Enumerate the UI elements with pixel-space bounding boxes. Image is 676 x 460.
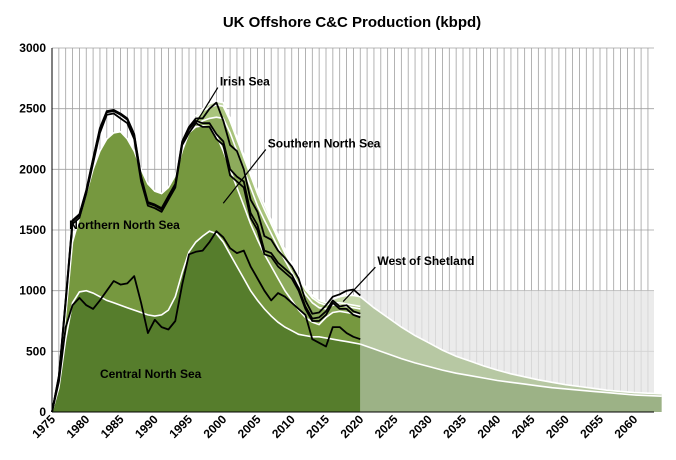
fit-line-forecast-central — [360, 343, 662, 397]
x-tick-label: 2000 — [201, 412, 230, 441]
y-tick-label: 2000 — [19, 162, 46, 176]
x-tick-label: 2035 — [440, 412, 469, 441]
y-tick-label: 3000 — [19, 41, 46, 55]
plot-area: 0 500 1000 1500 2000 2500 3000 1975 1980 1985 1990… — [19, 41, 662, 441]
area-southern-north-sea — [195, 117, 361, 325]
annotation-leader — [342, 266, 376, 302]
annotation-label: Central North Sea — [100, 367, 202, 381]
y-tick-label: 2500 — [19, 102, 46, 116]
x-tick-label: 1980 — [64, 412, 93, 441]
y-tick-label: 1500 — [19, 223, 46, 237]
chart-title: UK Offshore C&C Production (kbpd) — [223, 14, 481, 31]
x-tick-label: 2025 — [372, 412, 401, 441]
x-tick-label: 2030 — [406, 412, 435, 441]
fit-line-forecast-total — [359, 296, 662, 395]
x-tick-label: 2020 — [338, 412, 367, 441]
x-tick-label: 2050 — [543, 412, 572, 441]
x-tick-label: 2010 — [269, 412, 298, 441]
fit-line-west-of-shetland — [195, 100, 361, 304]
area-forecast-central — [360, 344, 662, 412]
actual-line-northern-north-sea — [51, 112, 361, 413]
x-tick-label: 1990 — [132, 412, 161, 441]
area-central-north-sea — [52, 231, 361, 412]
annotation-label: Northern North Sea — [69, 218, 180, 232]
y-tick-label: 1000 — [19, 284, 46, 298]
fit-line-central-north-sea — [51, 230, 361, 413]
x-tick-label: 2045 — [509, 412, 538, 441]
x-tick-label: 1995 — [166, 412, 195, 441]
annotation-leader — [222, 149, 267, 204]
annotation-label: Southern North Sea — [268, 136, 381, 150]
x-tick-label: 2060 — [612, 412, 641, 441]
x-tick-label: 1985 — [98, 412, 127, 441]
y-tick-label: 0 — [39, 405, 46, 419]
annotation-label: West of Shetland — [377, 254, 474, 268]
x-tick-label: 2005 — [235, 412, 264, 441]
actual-line-irish-sea — [51, 101, 361, 413]
y-tick-label: 500 — [26, 344, 46, 358]
annotation-leader — [195, 87, 219, 124]
annotation-label: Irish Sea — [220, 75, 270, 89]
x-tick-label: 2055 — [577, 412, 606, 441]
x-tick-label: 2040 — [475, 412, 504, 441]
x-tick-label: 1975 — [29, 412, 58, 441]
actual-line-central-north-sea — [51, 230, 361, 413]
x-tick-label: 2015 — [303, 412, 332, 441]
